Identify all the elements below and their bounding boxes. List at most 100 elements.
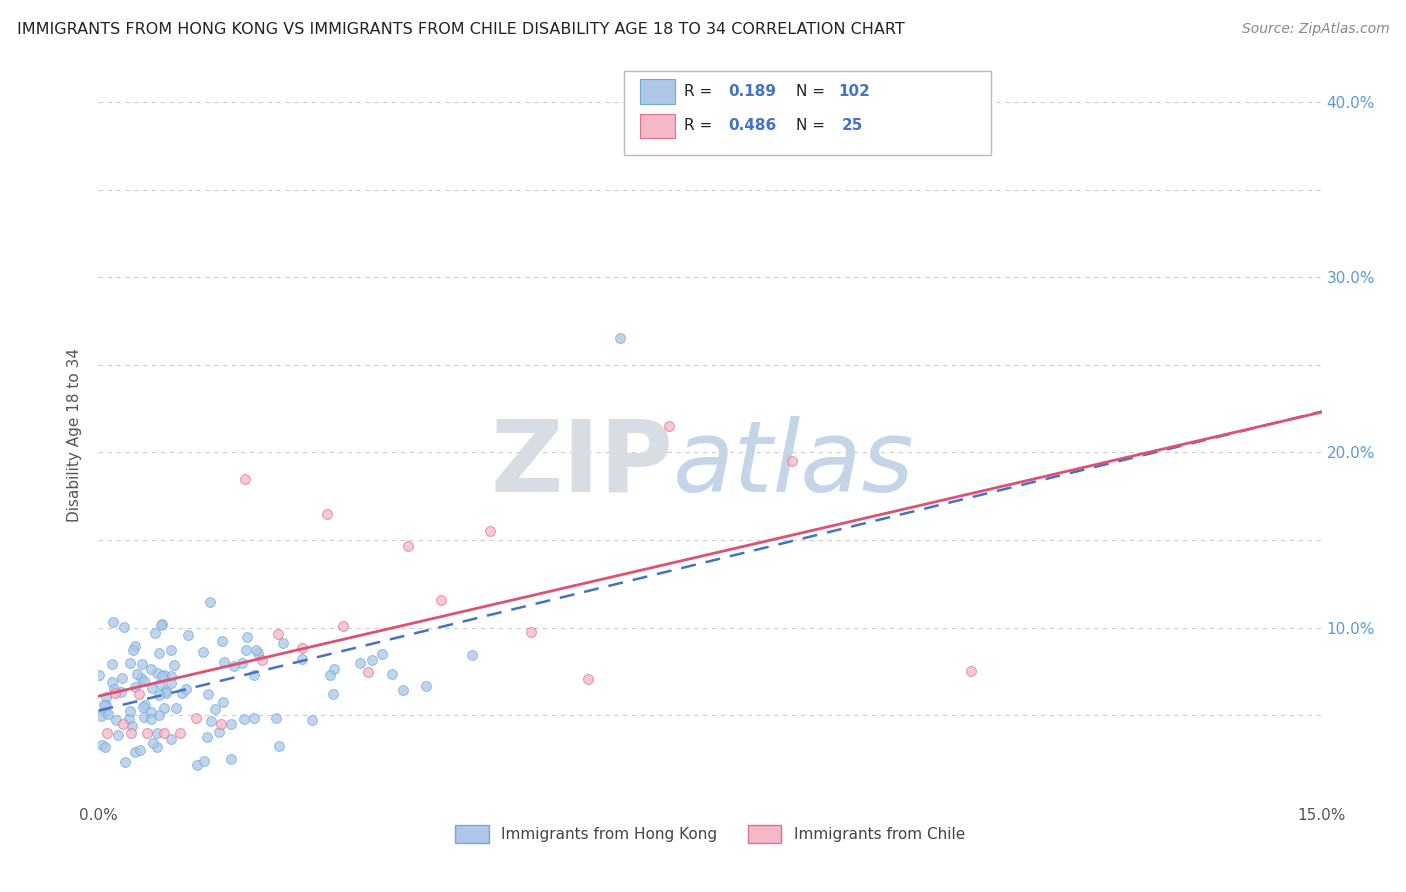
Text: 102: 102 bbox=[838, 84, 870, 99]
Point bbox=[193, 645, 215, 659]
Point bbox=[177, 628, 200, 642]
Point bbox=[186, 711, 208, 725]
Point bbox=[266, 711, 288, 725]
Point bbox=[91, 738, 114, 752]
Point bbox=[212, 656, 235, 670]
Point bbox=[267, 739, 290, 753]
Point bbox=[146, 739, 169, 754]
Point bbox=[122, 642, 145, 657]
Point bbox=[148, 647, 170, 661]
Point bbox=[193, 754, 215, 768]
Point bbox=[148, 688, 170, 702]
Point bbox=[291, 652, 314, 666]
Point bbox=[118, 712, 141, 726]
Point bbox=[111, 716, 134, 731]
Point bbox=[114, 755, 136, 769]
Y-axis label: Disability Age 18 to 34: Disability Age 18 to 34 bbox=[67, 348, 83, 522]
Bar bbox=[640, 79, 675, 103]
Point bbox=[124, 745, 146, 759]
Point bbox=[93, 698, 115, 712]
Point bbox=[101, 615, 124, 629]
Point bbox=[211, 695, 233, 709]
Point bbox=[132, 700, 155, 714]
Point bbox=[211, 634, 233, 648]
Point bbox=[315, 507, 337, 521]
Text: ZIP: ZIP bbox=[491, 416, 673, 513]
Point bbox=[128, 687, 150, 701]
Point bbox=[124, 681, 146, 695]
Point bbox=[160, 669, 183, 683]
Point bbox=[150, 669, 173, 683]
Point bbox=[136, 725, 159, 739]
Point bbox=[319, 668, 342, 682]
Point bbox=[121, 719, 143, 733]
Point bbox=[150, 616, 173, 631]
Point bbox=[90, 709, 112, 723]
Point bbox=[105, 713, 128, 727]
Point bbox=[112, 620, 135, 634]
Point bbox=[219, 716, 242, 731]
Point bbox=[233, 472, 256, 486]
Point bbox=[104, 685, 127, 699]
Point bbox=[356, 665, 378, 679]
Point bbox=[245, 642, 267, 657]
Point bbox=[246, 646, 269, 660]
Point bbox=[170, 686, 193, 700]
Point bbox=[129, 671, 152, 685]
Point bbox=[267, 627, 290, 641]
Point bbox=[143, 625, 166, 640]
Point bbox=[195, 730, 218, 744]
Point bbox=[132, 674, 155, 689]
Point bbox=[149, 618, 172, 632]
Text: Source: ZipAtlas.com: Source: ZipAtlas.com bbox=[1241, 22, 1389, 37]
Point bbox=[163, 657, 186, 672]
Text: R =: R = bbox=[685, 119, 717, 133]
Point bbox=[461, 648, 484, 663]
Text: IMMIGRANTS FROM HONG KONG VS IMMIGRANTS FROM CHILE DISABILITY AGE 18 TO 34 CORRE: IMMIGRANTS FROM HONG KONG VS IMMIGRANTS … bbox=[17, 22, 904, 37]
Point bbox=[120, 725, 142, 739]
Bar bbox=[640, 114, 675, 138]
Point bbox=[152, 725, 174, 739]
Point bbox=[94, 705, 117, 719]
Point bbox=[94, 739, 117, 754]
Point bbox=[120, 704, 142, 718]
Point bbox=[152, 668, 174, 682]
Text: 25: 25 bbox=[842, 119, 863, 133]
Point bbox=[155, 686, 177, 700]
Point bbox=[197, 687, 219, 701]
Point bbox=[291, 640, 314, 655]
Point bbox=[960, 665, 983, 679]
Point bbox=[332, 619, 354, 633]
Point bbox=[209, 717, 232, 731]
Point bbox=[169, 725, 191, 739]
Point bbox=[392, 683, 415, 698]
FancyBboxPatch shape bbox=[624, 70, 991, 155]
Point bbox=[250, 653, 273, 667]
Point bbox=[149, 677, 172, 691]
Point bbox=[271, 636, 294, 650]
Text: R =: R = bbox=[685, 84, 717, 99]
Point bbox=[349, 656, 371, 670]
Point bbox=[125, 667, 148, 681]
Point bbox=[146, 665, 169, 680]
Point bbox=[186, 757, 208, 772]
Point bbox=[142, 736, 165, 750]
Point bbox=[153, 700, 176, 714]
Point bbox=[204, 701, 226, 715]
Point bbox=[141, 681, 163, 696]
Point bbox=[103, 681, 125, 696]
Point bbox=[101, 675, 124, 690]
Point bbox=[243, 711, 266, 725]
Point bbox=[301, 714, 323, 728]
Point bbox=[159, 676, 181, 690]
Text: atlas: atlas bbox=[673, 416, 915, 513]
Point bbox=[243, 668, 266, 682]
Point bbox=[519, 624, 541, 639]
Point bbox=[780, 454, 803, 468]
Point bbox=[231, 656, 253, 670]
Point bbox=[160, 731, 183, 746]
Point bbox=[371, 647, 394, 661]
Text: 0.486: 0.486 bbox=[728, 119, 776, 133]
Point bbox=[233, 712, 256, 726]
Point bbox=[415, 679, 437, 693]
